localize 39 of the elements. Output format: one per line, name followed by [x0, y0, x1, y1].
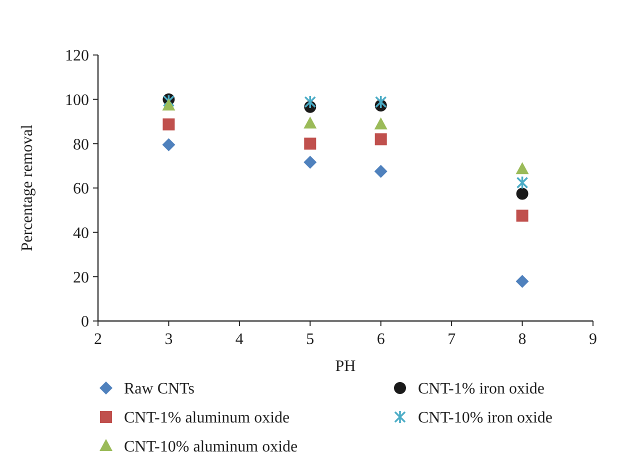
point: [516, 274, 529, 288]
x-axis-title: PH: [335, 358, 356, 375]
legend-label: CNT-1% iron oxide: [418, 380, 545, 398]
legend-label: CNT-10% aluminum oxide: [124, 438, 298, 456]
point: [374, 133, 387, 146]
point: [162, 138, 176, 152]
y-tick-label: 80: [73, 136, 89, 154]
y-axis-title: Percentage removal: [19, 124, 36, 252]
legend-label: Raw CNTs: [124, 380, 194, 398]
y-tick-label: 60: [73, 180, 89, 198]
point: [304, 156, 317, 169]
y-tick-label: 120: [65, 48, 89, 65]
point: [516, 188, 528, 200]
point: [516, 162, 529, 174]
point: [374, 164, 388, 178]
x-tick-label: 8: [518, 331, 526, 348]
point: [162, 94, 175, 108]
point: [162, 98, 176, 111]
y-tick-label: 40: [73, 224, 89, 242]
y-tick-label: 0: [81, 314, 89, 331]
point: [304, 138, 316, 150]
point: [374, 117, 388, 130]
point: [304, 95, 316, 109]
x-tick-label: 3: [164, 331, 173, 348]
legend-label: CNT-10% iron oxide: [418, 410, 553, 427]
point: [304, 116, 317, 128]
y-tick-label: 20: [73, 269, 89, 286]
point: [516, 176, 528, 190]
point: [162, 118, 175, 130]
x-tick-label: 5: [306, 331, 314, 348]
x-tick-label: 7: [448, 331, 456, 348]
y-tick-label: 100: [65, 92, 89, 109]
x-tick-label: 2: [94, 331, 102, 348]
x-tick-label: 6: [376, 331, 385, 348]
legend-label: CNT-1% aluminum oxide: [124, 410, 290, 427]
x-tick-label: 9: [589, 331, 597, 348]
point: [516, 210, 528, 222]
point: [374, 95, 387, 109]
x-tick-label: 4: [235, 331, 244, 348]
